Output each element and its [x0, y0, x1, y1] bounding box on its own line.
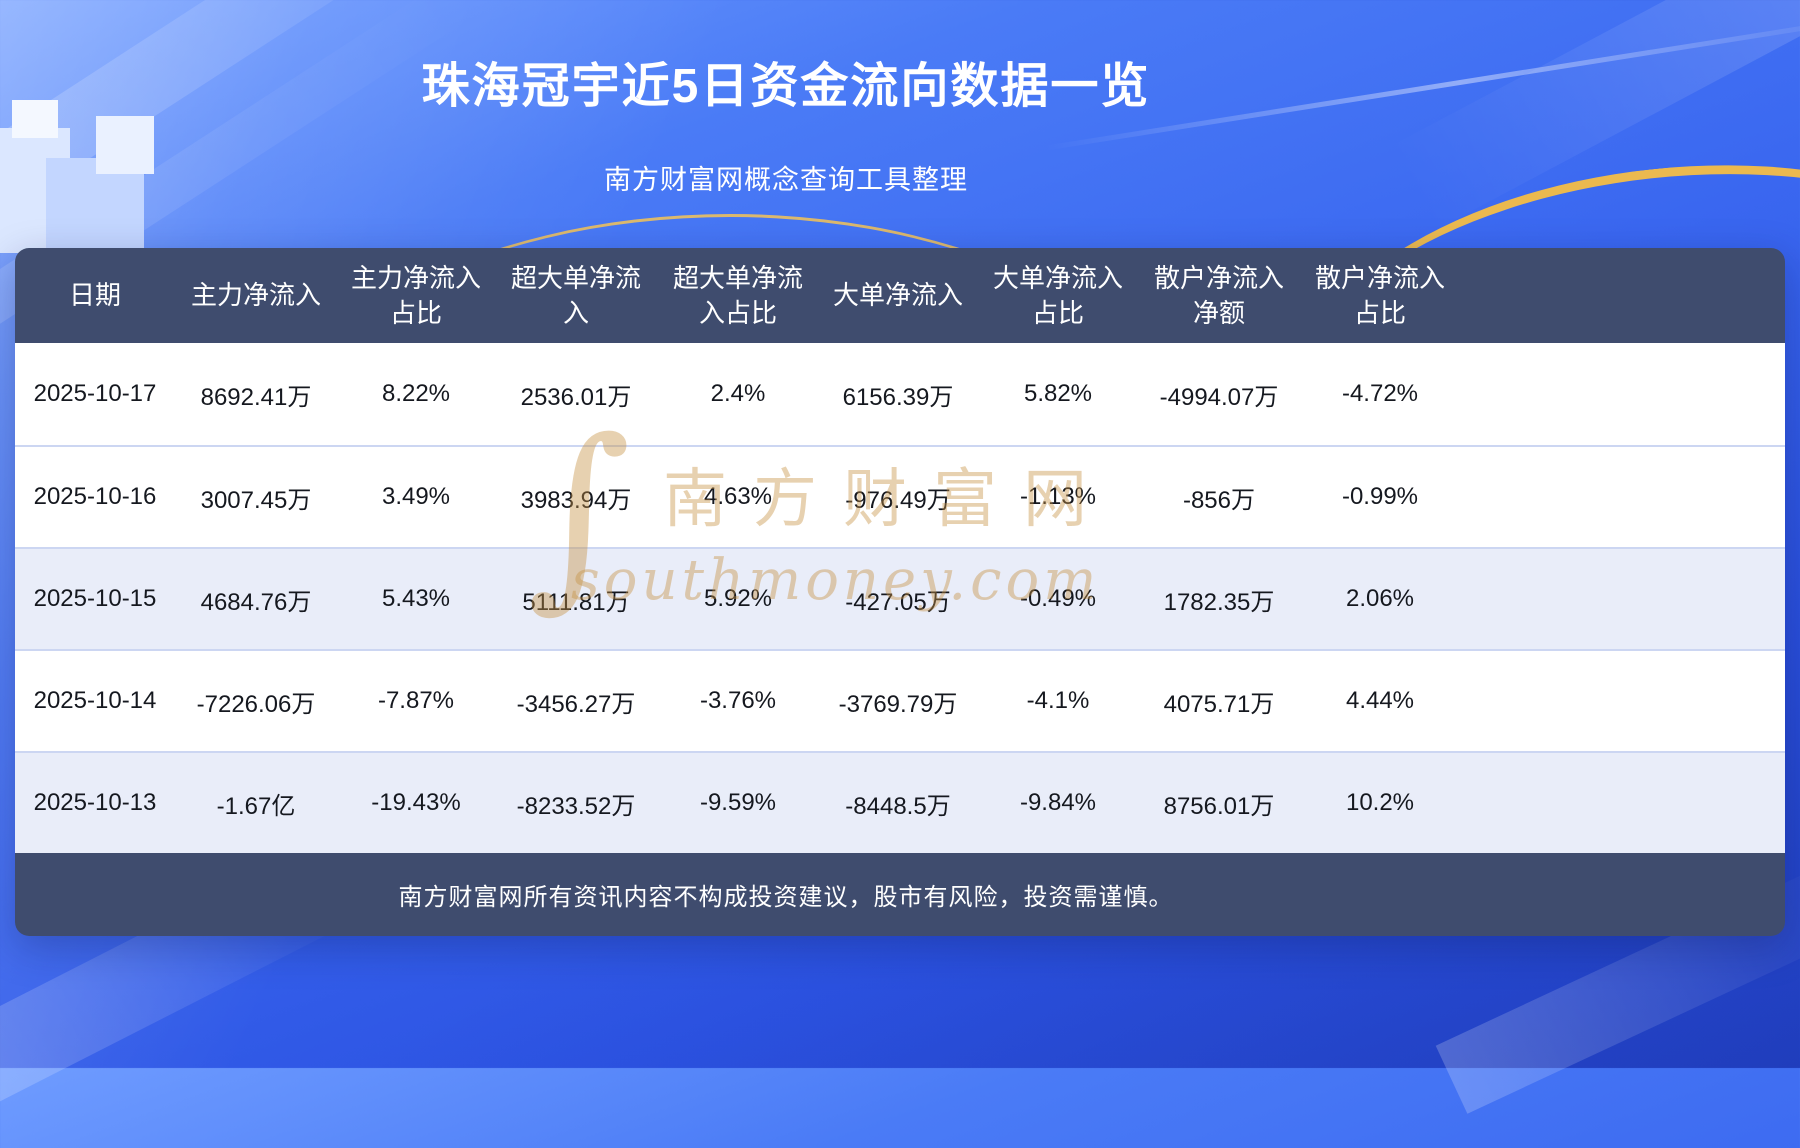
- table-cell: 4684.76万: [200, 588, 312, 616]
- disclaimer-text: 南方财富网所有资讯内容不构成投资建议，股市有风险，投资需谨慎。: [398, 884, 1174, 911]
- table-cell: -3.76%: [699, 687, 777, 714]
- page-title: 珠海冠宇近5日资金流向数据一览: [421, 60, 1151, 113]
- table-cell: 4.44%: [1345, 687, 1415, 714]
- table-cell-date: 2025-10-16: [33, 483, 157, 510]
- table-cell: 2.06%: [1345, 585, 1415, 612]
- table-cell: -7226.06万: [196, 690, 316, 718]
- table-cell: -3769.79万: [838, 690, 958, 718]
- disclaimer-bar: 南方财富网所有资讯内容不构成投资建议，股市有风险，投资需谨慎。: [15, 853, 1785, 936]
- col-header-large-order-net-inflow-pct: 大单净流入占比: [992, 262, 1123, 328]
- table-cell: -7.87%: [377, 687, 455, 714]
- table-cell: 5.92%: [703, 585, 773, 612]
- table-cell: -4.1%: [1026, 687, 1090, 714]
- table-cell: 3.49%: [381, 483, 451, 510]
- table-cell: -19.43%: [371, 789, 461, 816]
- col-header-main-net-inflow-pct: 主力净流入占比: [350, 262, 481, 328]
- row-spacer: [1461, 549, 1785, 649]
- table-cell: 8756.01万: [1163, 792, 1275, 820]
- row-spacer: [1461, 651, 1785, 751]
- table-row: 2025-10-15 4684.76万 5.43% 5111.81万 5.92%…: [15, 547, 1785, 649]
- col-header-main-net-inflow: 主力净流入: [190, 280, 321, 311]
- col-header-retail-net-inflow: 散户净流入净额: [1153, 262, 1284, 328]
- fund-flow-table-card: 日期 主力净流入 主力净流入占比 超大单净流入 超大单净流入占比 大单净流入 大…: [15, 248, 1785, 936]
- table-cell: 5111.81万: [522, 588, 630, 616]
- table-cell: -0.99%: [1341, 483, 1419, 510]
- table-cell: -9.84%: [1019, 789, 1097, 816]
- table-cell-date: 2025-10-14: [33, 687, 157, 714]
- col-header-xl-order-net-inflow: 超大单净流入: [510, 262, 641, 328]
- decor-block: [12, 100, 58, 138]
- table-row: 2025-10-13 -1.67亿 -19.43% -8233.52万 -9.5…: [15, 751, 1785, 853]
- table-cell: 5.82%: [1023, 380, 1093, 407]
- table-cell-date: 2025-10-13: [33, 789, 157, 816]
- row-spacer: [1461, 753, 1785, 853]
- table-cell: -1.67亿: [216, 792, 296, 820]
- table-cell: -8233.52万: [516, 792, 636, 820]
- table-cell: -3456.27万: [516, 690, 636, 718]
- table-cell: 3983.94万: [520, 486, 632, 514]
- col-header-retail-net-inflow-pct: 散户净流入占比: [1314, 262, 1445, 328]
- col-header-xl-order-net-inflow-pct: 超大单净流入占比: [672, 262, 803, 328]
- table-cell: -976.49万: [845, 486, 951, 514]
- table-cell: 3007.45万: [200, 486, 312, 514]
- page-header: 珠海冠宇近5日资金流向数据一览 南方财富网概念查询工具整理: [0, 46, 1572, 197]
- table-cell-date: 2025-10-15: [33, 585, 157, 612]
- page-subtitle: 南方财富网概念查询工具整理: [604, 165, 968, 195]
- table-cell: 6156.39万: [842, 383, 954, 411]
- table-cell: 5.43%: [381, 585, 451, 612]
- table-row: 2025-10-17 8692.41万 8.22% 2536.01万 2.4% …: [15, 343, 1785, 445]
- col-header-date: 日期: [68, 280, 121, 311]
- table-cell-date: 2025-10-17: [33, 380, 157, 407]
- col-header-large-order-net-inflow: 大单净流入: [832, 280, 963, 311]
- table-cell: -427.05万: [845, 588, 951, 616]
- table-cell: 2.4%: [710, 380, 766, 407]
- table-cell: 4.63%: [703, 483, 773, 510]
- table-row: 2025-10-14 -7226.06万 -7.87% -3456.27万 -3…: [15, 649, 1785, 751]
- table-cell: -4994.07万: [1159, 383, 1279, 411]
- table-cell: -0.49%: [1019, 585, 1097, 612]
- row-spacer: [1461, 447, 1785, 547]
- table-cell: 10.2%: [1345, 789, 1415, 816]
- table-cell: 8.22%: [381, 380, 451, 407]
- decor-block: [96, 116, 154, 174]
- table-cell: 2536.01万: [520, 383, 632, 411]
- table-cell: -1.13%: [1019, 483, 1097, 510]
- row-spacer: [1461, 343, 1785, 445]
- table-cell: 8692.41万: [200, 383, 312, 411]
- decor-gold-arc-left: [250, 214, 1210, 774]
- table-body: 2025-10-17 8692.41万 8.22% 2536.01万 2.4% …: [15, 343, 1785, 853]
- table-cell: -856万: [1182, 486, 1256, 514]
- table-cell: -4.72%: [1341, 380, 1419, 407]
- table-header-row: 日期 主力净流入 主力净流入占比 超大单净流入 超大单净流入占比 大单净流入 大…: [15, 248, 1785, 343]
- table-cell: 4075.71万: [1163, 690, 1275, 718]
- table-cell: -9.59%: [699, 789, 777, 816]
- table-cell: 1782.35万: [1163, 588, 1275, 616]
- table-cell: -8448.5万: [845, 792, 951, 820]
- header-spacer: [1461, 248, 1785, 343]
- table-row: 2025-10-16 3007.45万 3.49% 3983.94万 4.63%…: [15, 445, 1785, 547]
